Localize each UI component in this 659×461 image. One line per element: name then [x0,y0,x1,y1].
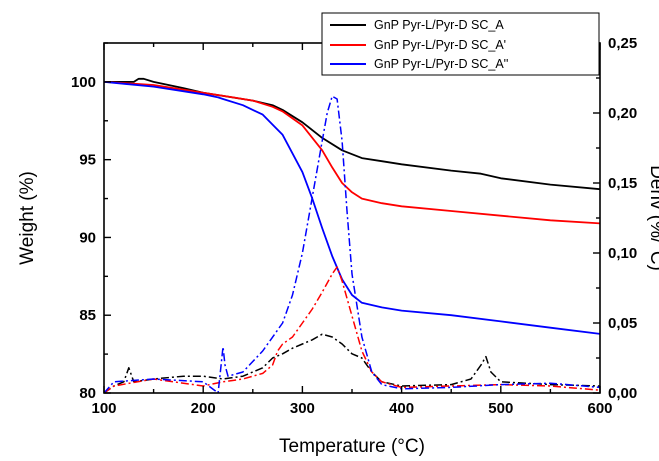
y-right-tick-label: 0,05 [608,315,637,332]
y-left-tick-label: 95 [79,152,96,169]
x-tick-label: 500 [488,400,513,417]
legend-label-sc-a-double-prime: GnP Pyr-L/Pyr-D SC_A'' [374,57,508,71]
legend: GnP Pyr-L/Pyr-D SC_A GnP Pyr-L/Pyr-D SC_… [321,12,600,76]
series-line-1 [104,81,600,225]
legend-label-sc-a-prime: GnP Pyr-L/Pyr-D SC_A' [374,38,506,52]
y-left-tick-label: 85 [79,307,96,324]
y-right-tick-label: 0,10 [608,245,637,262]
y-left-tick-label: 80 [79,385,96,402]
y-axis-right-title: Deriv (%/°C) [646,165,659,271]
legend-box [321,12,600,76]
series-line-0 [104,77,600,191]
x-tick-label: 100 [91,400,116,417]
y-right-tick-label: 0,00 [608,385,637,402]
y-right-tick-label: 0,15 [608,175,637,192]
y-right-tick-label: 0,25 [608,35,637,52]
legend-label-sc-a: GnP Pyr-L/Pyr-D SC_A [374,18,504,32]
x-tick-label: 200 [191,400,216,417]
x-tick-label: 300 [290,400,315,417]
y-left-tick-label: 90 [79,229,96,246]
x-axis-title: Temperature (°C) [279,436,425,457]
x-tick-label: 400 [389,400,414,417]
series-line-2 [104,81,600,335]
y-right-tick-label: 0,20 [608,105,637,122]
ticks-layer: 100 200 300 400 500 600 80 85 90 95 100 0,00 0,05 0,1… [71,35,637,417]
y-left-tick-label: 100 [71,74,96,91]
series-layer [104,77,600,393]
y-axis-left-title: Weight (%) [17,171,38,265]
series-line-3 [104,333,600,393]
x-tick-label: 600 [587,400,612,417]
series-line-4 [104,266,600,393]
series-line-5 [104,95,600,393]
